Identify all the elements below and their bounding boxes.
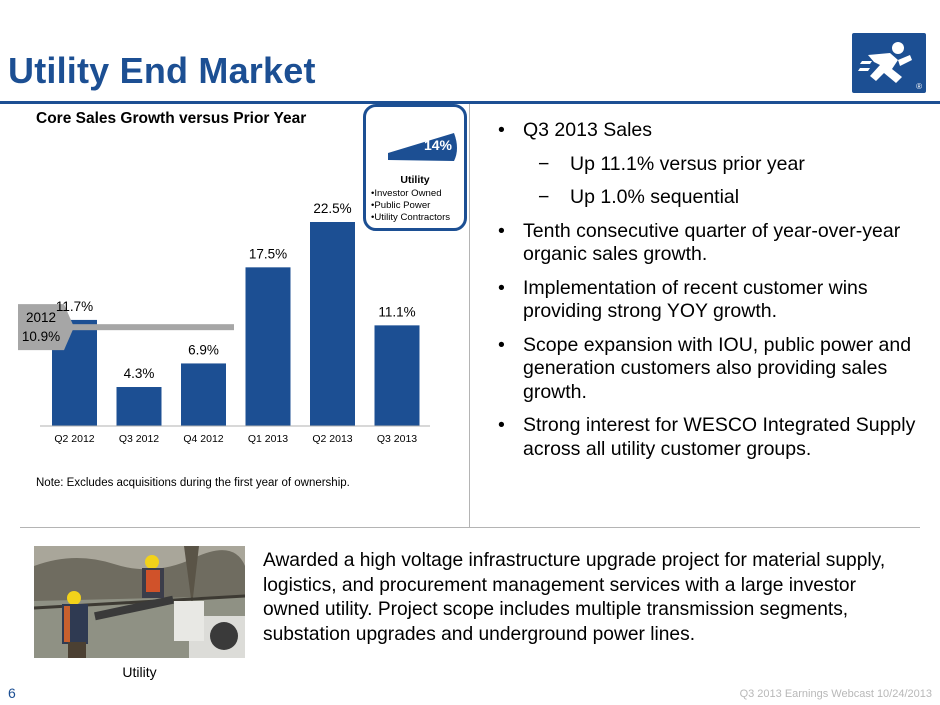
callout-item: •Public Power bbox=[371, 200, 431, 211]
callout-list: •Investor Owned •Public Power •Utility C… bbox=[371, 188, 450, 224]
pie-wedge-icon bbox=[380, 131, 458, 163]
linemen-image bbox=[34, 546, 245, 658]
page-number: 6 bbox=[8, 685, 16, 701]
bar-value-label: 17.5% bbox=[249, 246, 287, 261]
photo-caption: Utility bbox=[122, 664, 157, 680]
bullet-item: • Strong interest for WESCO Integrated Su… bbox=[498, 414, 916, 460]
callout-percent: 14% bbox=[423, 137, 452, 153]
page-title: Utility End Market bbox=[8, 50, 316, 91]
bullet-item: • Q3 2013 Sales bbox=[498, 119, 653, 141]
bar-q4-2012 bbox=[181, 363, 226, 426]
reference-label-tag bbox=[18, 304, 74, 351]
vertical-divider bbox=[469, 104, 470, 527]
chart-note: Note: Excludes acquisitions during the f… bbox=[36, 477, 350, 489]
bar-q3-2013 bbox=[374, 325, 420, 426]
horizontal-divider bbox=[20, 527, 920, 528]
title-rule bbox=[0, 101, 940, 104]
utility-callout: 14% Utility •Investor Owned •Public Powe… bbox=[363, 104, 467, 231]
bullet-item: • Implementation of recent customer wins … bbox=[498, 276, 868, 323]
runner-icon bbox=[858, 42, 912, 83]
award-paragraph: Awarded a high voltage infrastructure up… bbox=[263, 550, 886, 645]
bar-value-label: 22.5% bbox=[313, 201, 351, 216]
callout-item: •Investor Owned bbox=[371, 188, 442, 199]
utility-workers-photo bbox=[34, 546, 245, 658]
bullet-item: • Tenth consecutive quarter of year-over-… bbox=[498, 219, 901, 266]
registered-mark: ® bbox=[916, 82, 922, 91]
chart-title: Core Sales Growth versus Prior Year bbox=[36, 110, 307, 127]
highlights-list: • Q3 2013 Sales − Up 11.1% versus prior ye… bbox=[498, 119, 918, 471]
bar-value-label: 11.1% bbox=[378, 304, 415, 319]
growth-bar-chart: 2012 10.9% 11.7% Q2 2012 4.3% Q3 2012 6.9% Q4 … bbox=[18, 201, 430, 445]
x-tick-label: Q1 2013 bbox=[248, 433, 288, 445]
sub-bullet-item: − Up 11.1% versus prior year bbox=[538, 152, 805, 175]
bar-q2-2013 bbox=[310, 222, 355, 426]
footer-text: Q3 2013 Earnings Webcast 10/24/2013 bbox=[739, 688, 932, 700]
reference-label-text: 2012 bbox=[26, 310, 56, 325]
reference-line-2012 bbox=[60, 324, 234, 331]
x-tick-label: Q4 2012 bbox=[183, 433, 223, 445]
x-tick-label: Q3 2013 bbox=[377, 433, 417, 445]
reference-label-text: 10.9% bbox=[22, 329, 60, 344]
bullet-item: • Scope expansion with IOU, public power … bbox=[498, 333, 912, 403]
x-tick-label: Q3 2012 bbox=[119, 433, 159, 445]
company-logo: ® bbox=[852, 33, 926, 93]
bar-q1-2013 bbox=[245, 267, 291, 426]
callout-title: Utility bbox=[400, 174, 430, 186]
bar-value-label: 4.3% bbox=[124, 366, 155, 381]
bar-value-label: 11.7% bbox=[56, 299, 93, 314]
bar-q3-2012 bbox=[116, 387, 162, 426]
x-tick-label: Q2 2012 bbox=[54, 433, 94, 445]
x-tick-label: Q2 2013 bbox=[312, 433, 352, 445]
callout-item: •Utility Contractors bbox=[371, 212, 451, 223]
bar-value-label: 6.9% bbox=[188, 342, 219, 357]
sub-bullet-item: − Up 1.0% sequential bbox=[538, 186, 740, 208]
